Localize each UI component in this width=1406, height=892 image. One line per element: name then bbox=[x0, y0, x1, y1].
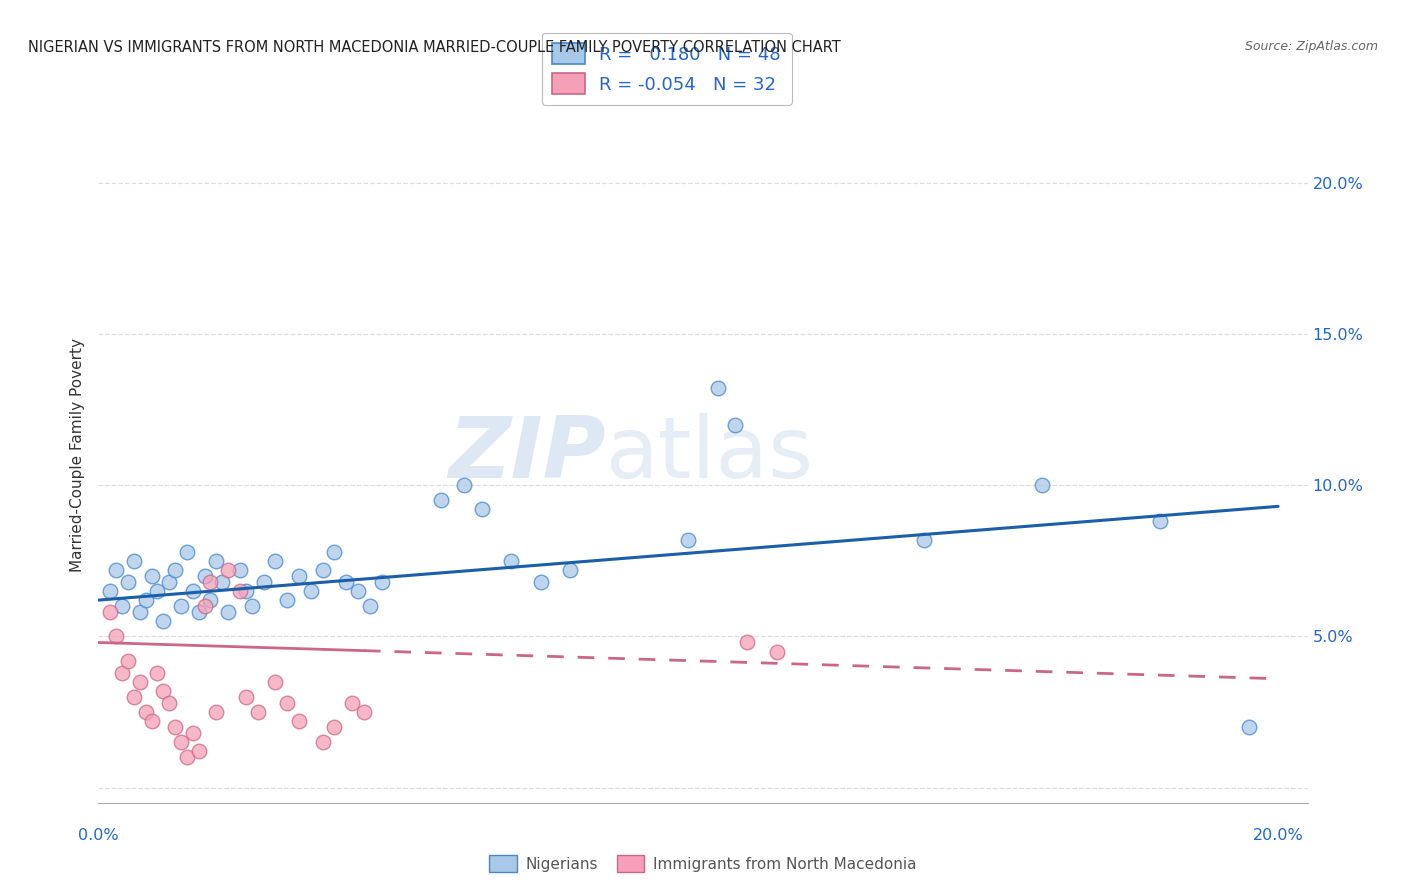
Point bbox=[229, 563, 252, 577]
Point bbox=[122, 690, 145, 704]
Point bbox=[359, 599, 381, 614]
Point bbox=[217, 563, 239, 577]
Point bbox=[370, 574, 392, 589]
Point bbox=[217, 605, 239, 619]
Point bbox=[165, 720, 187, 734]
Point bbox=[122, 554, 145, 568]
Point bbox=[152, 684, 174, 698]
Point bbox=[353, 705, 375, 719]
Point bbox=[117, 574, 139, 589]
Point bbox=[170, 599, 193, 614]
Point bbox=[288, 714, 311, 728]
Point bbox=[105, 563, 128, 577]
Point bbox=[181, 726, 204, 740]
Point bbox=[276, 696, 298, 710]
Point bbox=[181, 584, 204, 599]
Point bbox=[311, 735, 333, 749]
Point bbox=[176, 545, 198, 559]
Legend: Nigerians, Immigrants from North Macedonia: Nigerians, Immigrants from North Macedon… bbox=[484, 849, 922, 878]
Point bbox=[111, 599, 134, 614]
Point bbox=[1149, 515, 1171, 529]
Point bbox=[765, 644, 787, 658]
Y-axis label: Married-Couple Family Poverty: Married-Couple Family Poverty bbox=[70, 338, 86, 572]
Point bbox=[501, 554, 523, 568]
Point bbox=[912, 533, 935, 547]
Point bbox=[211, 574, 233, 589]
Point bbox=[146, 584, 169, 599]
Point bbox=[323, 545, 346, 559]
Point bbox=[560, 563, 582, 577]
Point bbox=[264, 554, 287, 568]
Point bbox=[128, 605, 150, 619]
Point bbox=[724, 417, 747, 432]
Point bbox=[347, 584, 370, 599]
Point bbox=[530, 574, 553, 589]
Point bbox=[157, 696, 180, 710]
Text: Source: ZipAtlas.com: Source: ZipAtlas.com bbox=[1244, 40, 1378, 54]
Point bbox=[98, 584, 121, 599]
Point bbox=[735, 635, 758, 649]
Point bbox=[264, 674, 287, 689]
Point bbox=[471, 502, 494, 516]
Point bbox=[299, 584, 322, 599]
Point bbox=[187, 744, 209, 758]
Text: 0.0%: 0.0% bbox=[79, 828, 118, 843]
Point bbox=[146, 665, 169, 680]
Point bbox=[1237, 720, 1260, 734]
Point bbox=[128, 674, 150, 689]
Point bbox=[706, 381, 728, 395]
Point bbox=[335, 574, 357, 589]
Text: atlas: atlas bbox=[606, 413, 814, 497]
Point bbox=[200, 574, 222, 589]
Text: NIGERIAN VS IMMIGRANTS FROM NORTH MACEDONIA MARRIED-COUPLE FAMILY POVERTY CORREL: NIGERIAN VS IMMIGRANTS FROM NORTH MACEDO… bbox=[28, 40, 841, 55]
Point bbox=[117, 654, 139, 668]
Point bbox=[200, 593, 222, 607]
Point bbox=[252, 574, 274, 589]
Point bbox=[165, 563, 187, 577]
Point bbox=[141, 569, 163, 583]
Point bbox=[311, 563, 333, 577]
Point bbox=[135, 705, 157, 719]
Point bbox=[152, 615, 174, 629]
Point bbox=[205, 554, 228, 568]
Point bbox=[194, 599, 217, 614]
Legend: R =   0.180   N = 48, R = -0.054   N = 32: R = 0.180 N = 48, R = -0.054 N = 32 bbox=[541, 33, 792, 105]
Point bbox=[157, 574, 180, 589]
Point bbox=[246, 705, 269, 719]
Point bbox=[205, 705, 228, 719]
Point bbox=[1031, 478, 1053, 492]
Point bbox=[288, 569, 311, 583]
Point bbox=[194, 569, 217, 583]
Point bbox=[240, 599, 263, 614]
Point bbox=[429, 493, 451, 508]
Point bbox=[323, 720, 346, 734]
Point bbox=[235, 584, 257, 599]
Point bbox=[235, 690, 257, 704]
Point bbox=[229, 584, 252, 599]
Text: ZIP: ZIP bbox=[449, 413, 606, 497]
Point bbox=[276, 593, 298, 607]
Point bbox=[111, 665, 134, 680]
Point bbox=[98, 605, 121, 619]
Point bbox=[105, 629, 128, 643]
Text: 20.0%: 20.0% bbox=[1253, 828, 1303, 843]
Point bbox=[135, 593, 157, 607]
Point bbox=[678, 533, 700, 547]
Point bbox=[176, 750, 198, 764]
Point bbox=[141, 714, 163, 728]
Point bbox=[453, 478, 475, 492]
Point bbox=[187, 605, 209, 619]
Point bbox=[340, 696, 363, 710]
Point bbox=[170, 735, 193, 749]
